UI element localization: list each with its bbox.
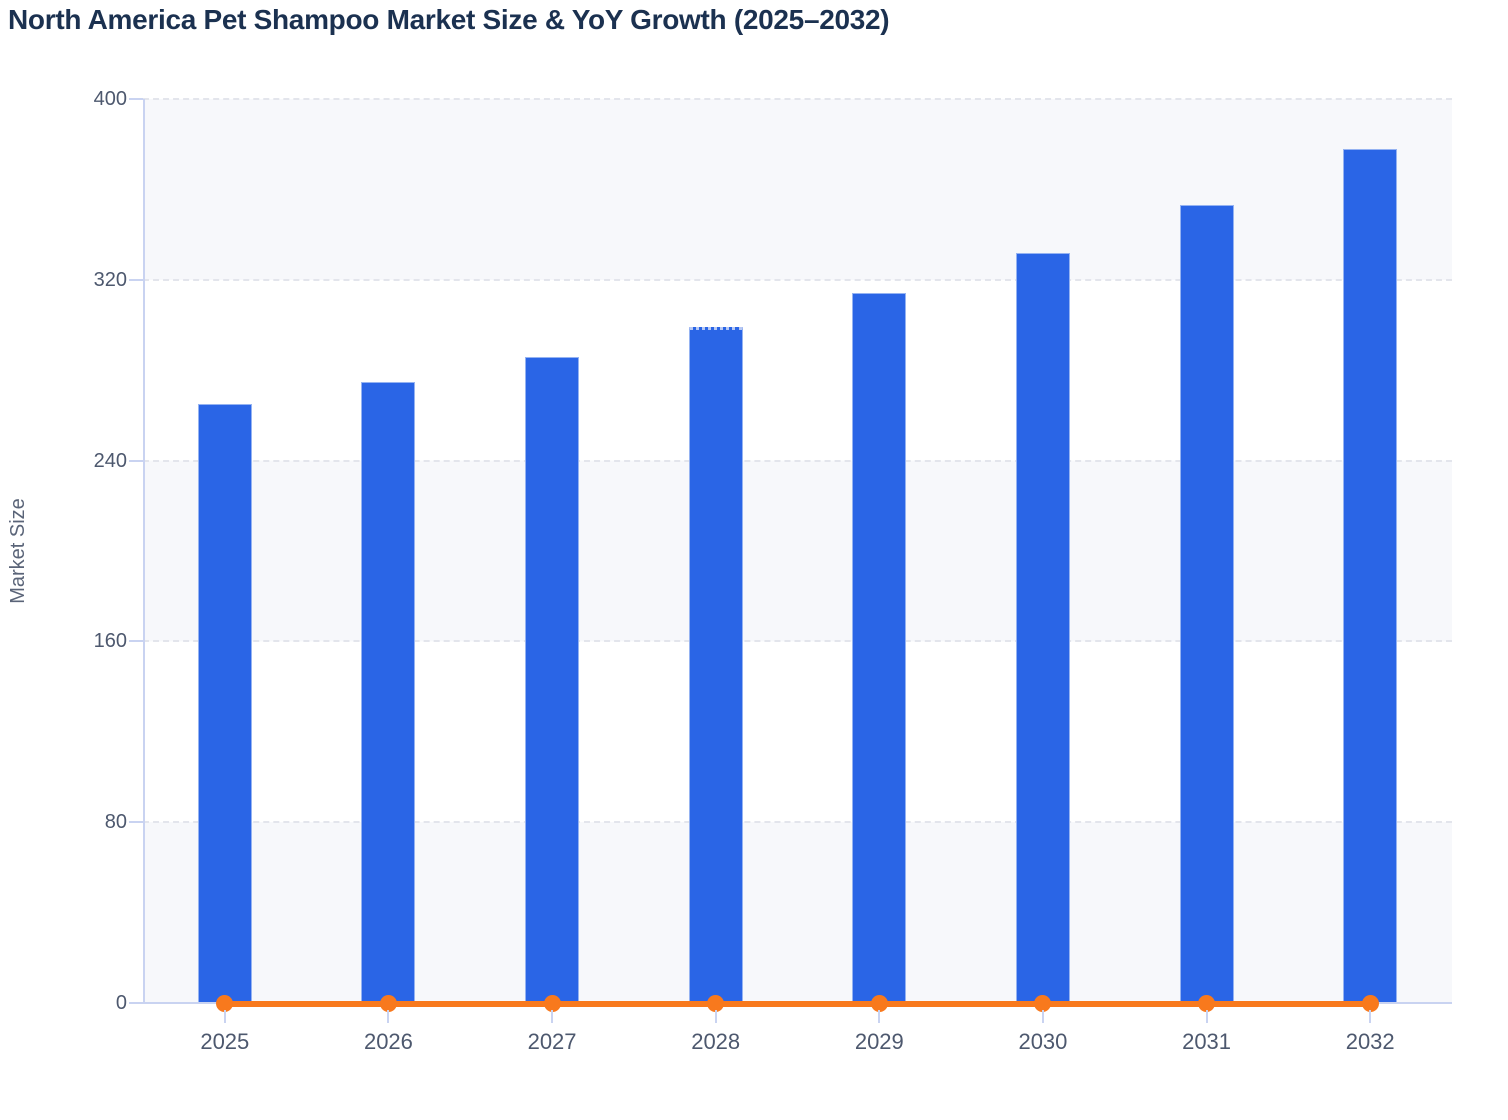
y-tick-label-400: 400: [93, 88, 127, 110]
yoy-growth-line[interactable]: [224, 1001, 1371, 1007]
x-tick-label-2032: 2032: [1345, 1029, 1395, 1054]
gridline-80: [143, 821, 1452, 824]
y-tick-mark-240: [129, 459, 143, 462]
x-tick-label-2025: 2025: [200, 1029, 250, 1054]
gridline-160: [143, 640, 1452, 643]
x-tick-label-2029: 2029: [854, 1029, 904, 1054]
yoy-marker-2030[interactable]: [1034, 995, 1052, 1012]
chart-title: North America Pet Shampoo Market Size & …: [8, 4, 890, 35]
bar-2026[interactable]: [361, 381, 416, 1003]
y-axis-title: Market Size: [7, 498, 29, 604]
x-tick-mark-2027: [551, 1010, 554, 1023]
plot-area: [143, 98, 1452, 1012]
bar-2025[interactable]: [197, 404, 252, 1003]
y-tick-mark-160: [129, 640, 143, 643]
gridline-400: [143, 98, 1452, 100]
gridline-240: [143, 459, 1452, 462]
y-tick-mark-80: [129, 821, 143, 824]
x-tick-mark-2030: [1041, 1010, 1044, 1023]
bar-2027[interactable]: [525, 356, 580, 1003]
bar-2030[interactable]: [1015, 252, 1070, 1003]
yoy-marker-2031[interactable]: [1198, 995, 1216, 1012]
bar-2029[interactable]: [852, 293, 907, 1003]
x-tick-label-2027: 2027: [527, 1029, 577, 1054]
x-tick-mark-2029: [878, 1010, 881, 1023]
x-tick-label-2028: 2028: [691, 1029, 741, 1054]
y-tick-mark-0: [129, 1002, 143, 1004]
y-axis-line: [143, 99, 145, 1003]
y-tick-label-0: 0: [115, 992, 127, 1014]
x-tick-label-2026: 2026: [363, 1029, 413, 1054]
y-tick-label-240: 240: [93, 449, 127, 472]
x-tick-mark-2028: [714, 1010, 717, 1023]
yoy-marker-2027[interactable]: [543, 995, 561, 1012]
y-tick-label-80: 80: [104, 811, 127, 834]
x-tick-mark-2032: [1369, 1010, 1372, 1023]
x-tick-mark-2026: [387, 1010, 390, 1023]
x-tick-label-2031: 2031: [1182, 1029, 1232, 1054]
bar-2031[interactable]: [1179, 205, 1234, 1003]
x-tick-label-2030: 2030: [1018, 1029, 1068, 1054]
y-tick-mark-400: [129, 98, 143, 100]
y-tick-label-320: 320: [93, 268, 127, 291]
bar-2032[interactable]: [1343, 148, 1398, 1003]
x-tick-mark-2025: [223, 1010, 226, 1023]
yoy-marker-2028[interactable]: [707, 995, 725, 1012]
yoy-marker-2026[interactable]: [379, 995, 397, 1012]
bar-2028[interactable]: [688, 327, 743, 1003]
y-tick-mark-320: [129, 278, 143, 281]
yoy-marker-2025[interactable]: [216, 995, 234, 1012]
yoy-marker-2032[interactable]: [1361, 995, 1379, 1012]
gridline-320: [143, 278, 1452, 281]
x-tick-mark-2031: [1205, 1010, 1208, 1023]
yoy-marker-2029[interactable]: [870, 995, 888, 1012]
y-tick-label-160: 160: [93, 630, 127, 653]
